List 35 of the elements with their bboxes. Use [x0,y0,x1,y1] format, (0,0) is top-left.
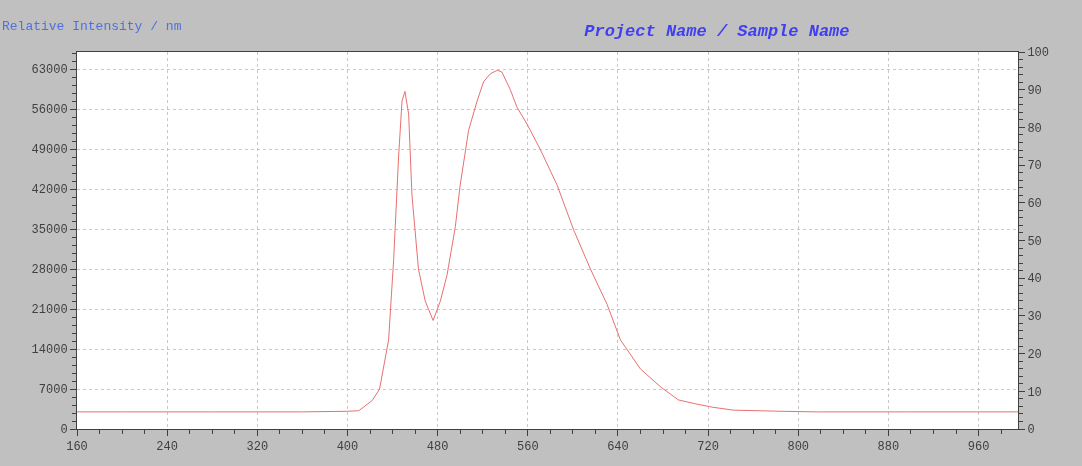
y2-tick-label: 100 [1027,46,1050,61]
y2-tick-label: 40 [1027,272,1042,287]
y2-tick-label: 20 [1027,347,1042,362]
x-tick-label: 320 [246,440,269,455]
line-series [77,69,1018,413]
y-tick-label: 49000 [31,143,68,158]
y2-tick-label: 10 [1027,385,1042,400]
y-tick-label: 21000 [31,303,68,318]
y2-tick-label: 0 [1027,423,1035,438]
y2-tick-label: 30 [1027,310,1042,325]
y-tick-label: 7000 [38,383,68,398]
y-tick-label: 14000 [31,343,68,358]
y-tick-label: 28000 [31,263,68,278]
y-axis-title: Relative Intensity / nm [2,19,182,34]
x-tick-label: 160 [66,440,88,455]
chart-title: Project Name / Sample Name [584,21,850,41]
x-tick-label: 240 [156,440,178,455]
y-tick-label: 56000 [31,103,68,118]
y-tick-label: 35000 [31,223,68,238]
x-tick-label: 640 [607,440,629,455]
x-tick-label: 480 [426,440,449,455]
x-tick-label: 880 [877,440,900,455]
x-tick-label: 560 [516,440,539,455]
x-tick-label: 960 [967,440,990,455]
y-tick-label: 63000 [31,63,68,78]
y2-tick-label: 90 [1027,83,1042,98]
x-tick-label: 400 [336,440,359,455]
x-tick-label: 800 [787,440,810,455]
x-tick-label: 720 [697,440,719,455]
y2-tick-label: 70 [1027,159,1042,174]
y-tick-label: 0 [60,423,68,438]
y2-tick-label: 80 [1027,121,1042,136]
y2-tick-label: 60 [1027,197,1042,211]
y-tick-label: 42000 [31,183,68,198]
y2-tick-label: 50 [1027,234,1042,249]
